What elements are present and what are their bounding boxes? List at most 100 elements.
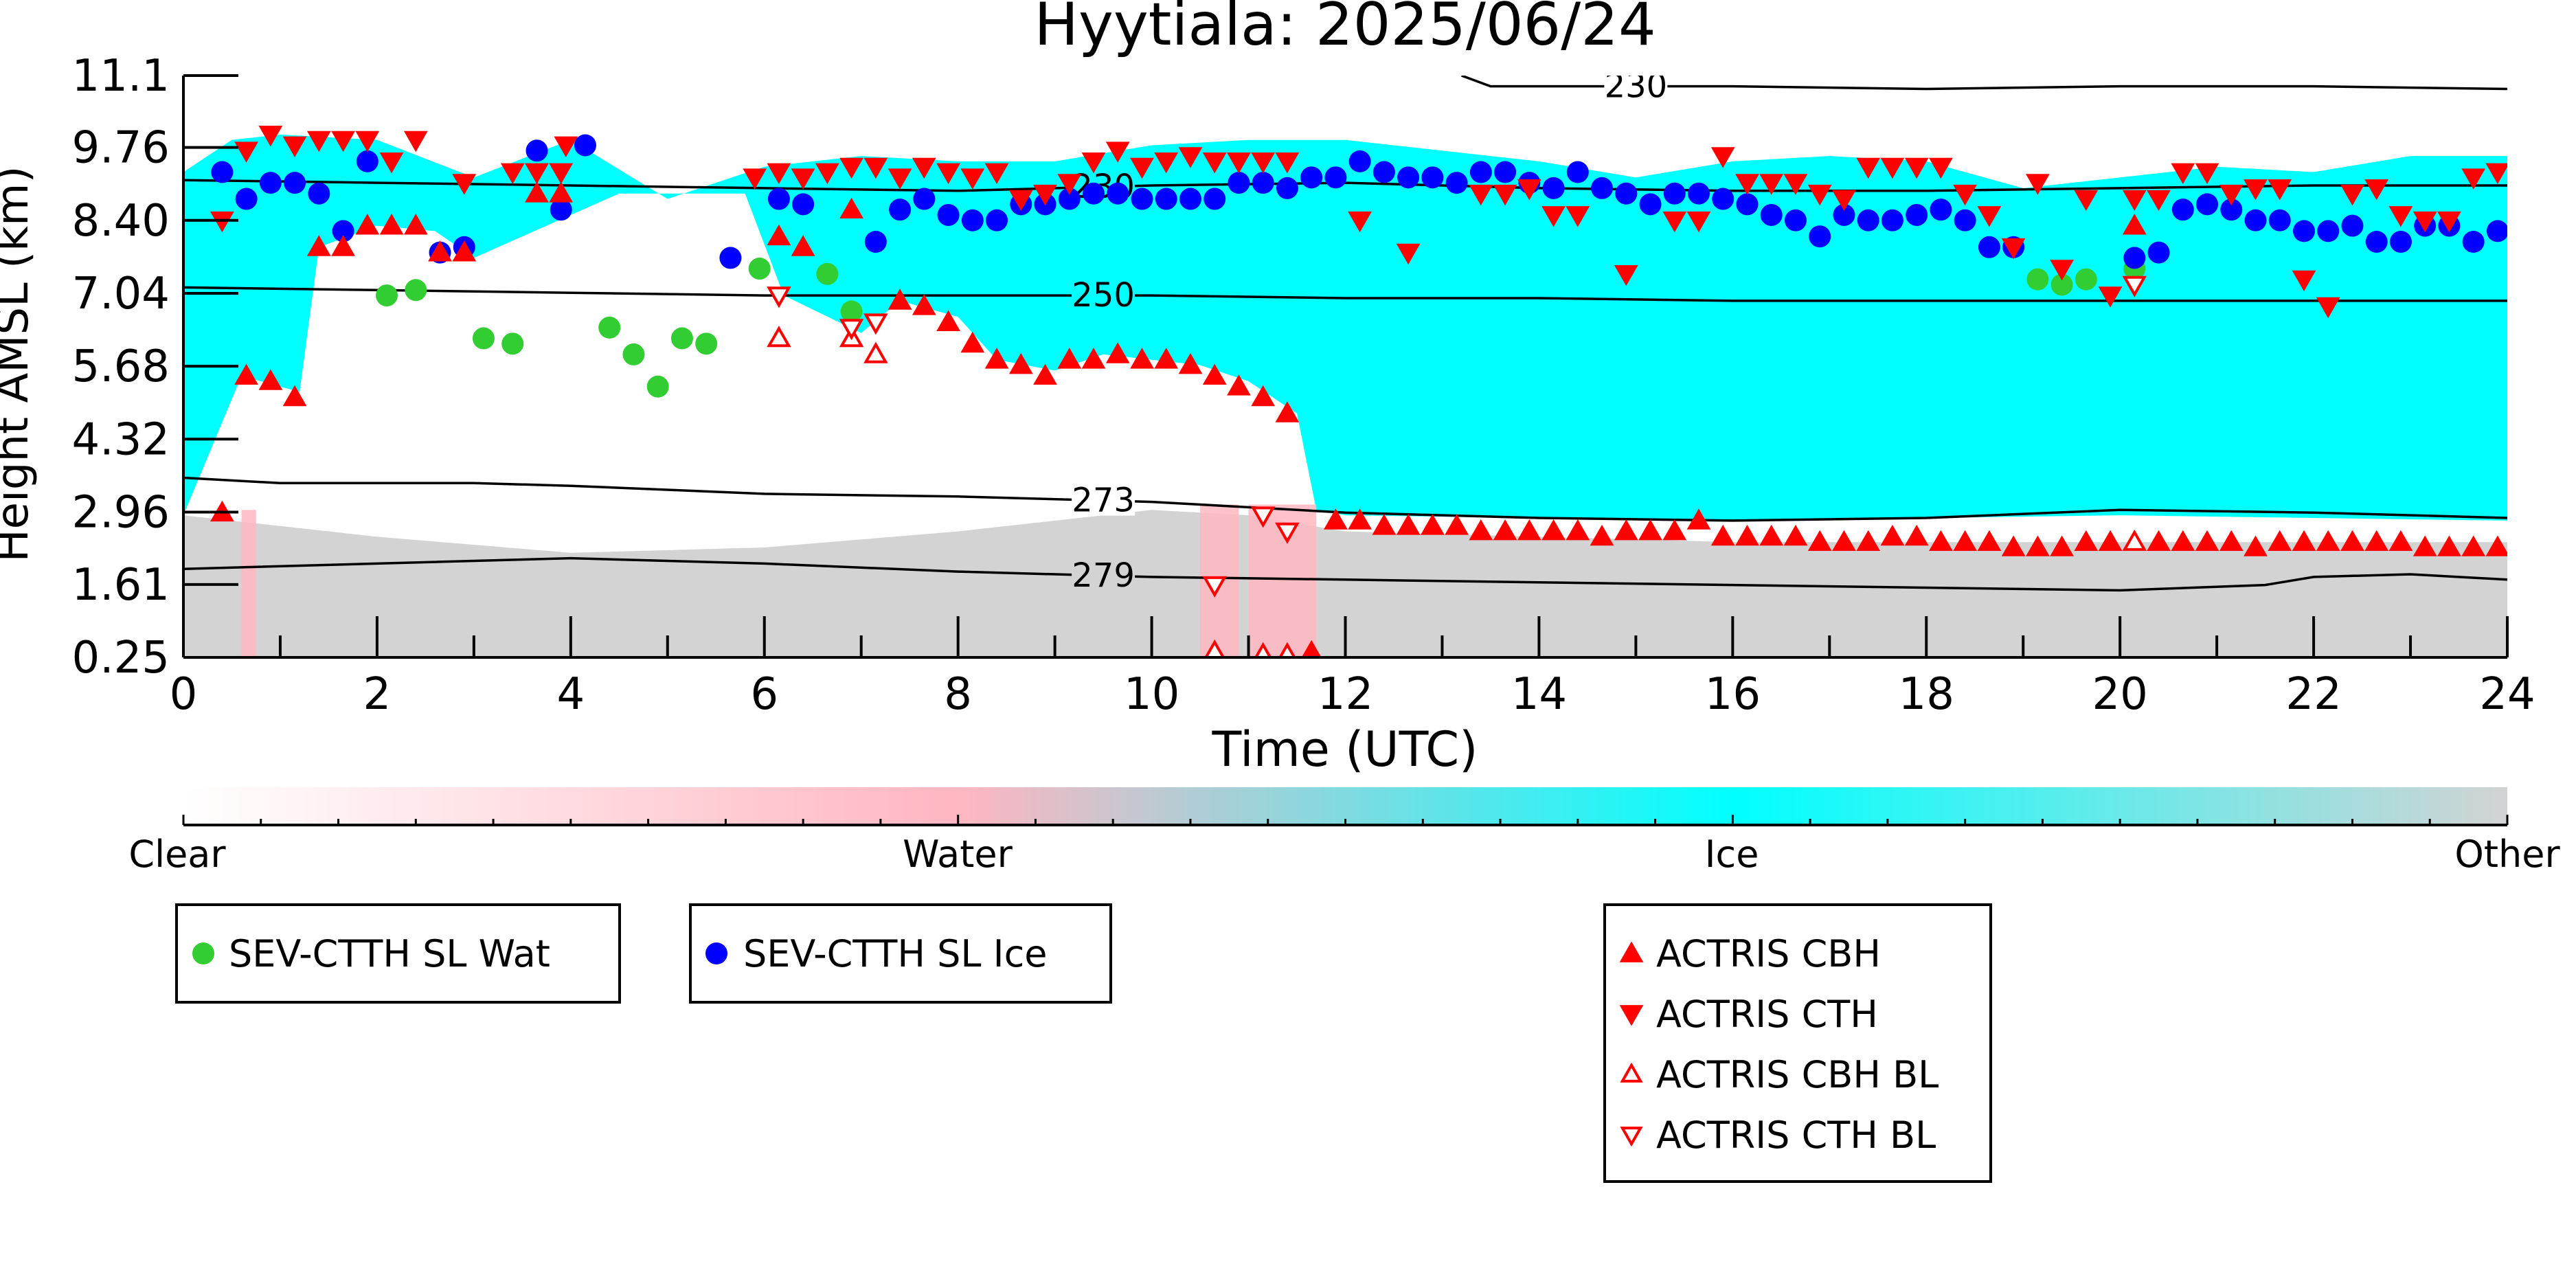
legend-water-marker [192, 942, 214, 964]
actris-cth-marker [2122, 190, 2147, 212]
sev-ctth-sl-ice-marker [2462, 231, 2485, 253]
actris-cbh-marker [1807, 530, 1832, 551]
actris-cbh-marker [1105, 342, 1130, 363]
actris-cth-marker [960, 168, 985, 190]
legend-cbh-bl-label: ACTRIS CBH BL [1656, 1053, 1939, 1096]
actris-cth-marker [306, 131, 331, 152]
y-tick-label: 8.40 [72, 196, 170, 247]
actris-cbh-marker [2292, 530, 2316, 551]
actris-cth-marker [1759, 174, 1784, 195]
actris-cbh-marker [1081, 348, 1106, 369]
isotherm-label: 230 [1605, 67, 1668, 106]
actris-cth-marker [1227, 152, 1251, 174]
isotherm-label: 273 [1072, 482, 1135, 520]
sev-ctth-sl-ice-marker [1881, 209, 1903, 231]
sev-ctth-sl-ice-marker [1906, 203, 1928, 226]
sev-ctth-sl-ice-marker [1300, 166, 1323, 189]
y-tick-label: 4.32 [72, 414, 170, 465]
actris-cbh-marker [1904, 524, 1929, 546]
sev-ctth-sl-wat-marker [501, 332, 524, 355]
actris-cbh-marker [1251, 385, 1276, 407]
x-tick-label: 24 [2479, 669, 2535, 720]
actris-cth-marker [2268, 179, 2292, 201]
actris-cbh-marker [1686, 508, 1711, 530]
legend-actris: ACTRIS CBH ACTRIS CTH ACTRIS CBH BL ACTR… [1603, 903, 1992, 1183]
sev-ctth-sl-wat-marker [622, 343, 645, 365]
actris-cbh-marker [1662, 519, 1687, 541]
x-tick-label: 20 [2092, 669, 2147, 720]
actris-cbh-marker [1566, 519, 1590, 541]
legend-water-label: SEV-CTTH SL Wat [229, 932, 550, 975]
sev-ctth-sl-ice-marker [1348, 150, 1371, 172]
legend-ice: SEV-CTTH SL Ice [689, 903, 1112, 1004]
actris-cbh-marker [1759, 524, 1784, 546]
actris-cbh-marker [2244, 535, 2268, 556]
sev-ctth-sl-ice-marker [2341, 214, 2364, 237]
sev-ctth-sl-ice-marker [1615, 182, 1638, 205]
x-tick-label: 8 [944, 669, 972, 720]
actris-cth-marker [549, 163, 574, 185]
actris-cbh-marker [839, 197, 863, 218]
actris-cth-marker [2364, 179, 2389, 201]
actris-cth-marker [1614, 265, 1638, 286]
sev-ctth-sl-ice-marker [2365, 231, 2388, 253]
colorbar-gradient [183, 787, 2507, 825]
legend-cbh-label: ACTRIS CBH [1656, 932, 1881, 975]
actris-cbh-bl-marker [1278, 642, 1296, 657]
actris-cth-marker [888, 168, 912, 190]
sev-ctth-sl-wat-marker [2050, 273, 2073, 296]
colorbar: Clear Water Ice Other [128, 787, 2560, 876]
sev-ctth-sl-ice-marker [937, 203, 960, 226]
isotherm-line [183, 556, 2507, 592]
y-axis-label: Height AMSL (km) [0, 166, 38, 563]
sev-ctth-sl-wat-marker [2026, 268, 2049, 291]
actris-cth-marker [1493, 184, 1517, 206]
sev-ctth-sl-ice-marker [1445, 172, 1468, 194]
sev-ctth-sl-ice-marker [2389, 231, 2412, 253]
actris-cbh-marker [1977, 530, 2002, 551]
actris-cbh-marker [282, 385, 307, 407]
sev-ctth-sl-ice-marker [284, 172, 306, 194]
colorbar-label-other: Other [2454, 833, 2560, 876]
actris-cbh-marker [1275, 401, 1300, 422]
actris-cbh-marker [960, 331, 985, 353]
actris-cth-marker [1832, 190, 1856, 212]
actris-cth-marker [1541, 206, 1566, 227]
actris-cth-marker [863, 157, 888, 179]
data-markers [210, 126, 2507, 657]
actris-cth-marker [500, 163, 525, 185]
sev-ctth-sl-ice-marker [1324, 166, 1347, 189]
actris-cth-marker [1251, 152, 1276, 174]
actris-cth-marker [2461, 168, 2486, 190]
actris-cth-marker [1880, 157, 1905, 179]
actris-cth-marker [936, 163, 960, 185]
actris-cbh-marker [1324, 508, 1348, 530]
actris-cth-marker [2219, 184, 2244, 206]
colorbar-label-ice: Ice [1705, 833, 1759, 876]
x-tick-label: 2 [363, 669, 392, 720]
sev-ctth-sl-wat-marker [748, 258, 771, 280]
actris-cth-marker [2413, 211, 2437, 233]
sev-ctth-sl-wat-marker [840, 300, 863, 323]
actris-cbh-marker [1227, 374, 1251, 396]
actris-cbh-marker [306, 235, 331, 256]
actris-cth-marker [984, 163, 1009, 185]
sev-ctth-sl-ice-marker [1930, 199, 1952, 221]
sev-ctth-sl-ice-marker [1760, 203, 1783, 226]
x-tick-label: 16 [1705, 669, 1761, 720]
actris-cbh-marker [984, 348, 1009, 369]
legend-ice-label: SEV-CTTH SL Ice [743, 932, 1048, 975]
sev-ctth-sl-ice-marker [550, 199, 572, 221]
sev-ctth-sl-ice-marker [1276, 177, 1298, 199]
actris-cbh-marker [1202, 363, 1227, 385]
sev-ctth-sl-ice-marker [235, 188, 258, 210]
actris-cbh-marker [2171, 530, 2195, 551]
actris-cth-marker [1275, 152, 1300, 174]
sev-ctth-sl-ice-marker [1469, 161, 1492, 183]
actris-cth-marker [1566, 206, 1590, 227]
x-tick-label: 18 [1899, 669, 1954, 720]
isotherm-label-bg [1072, 560, 1136, 591]
actris-cbh-marker [1130, 348, 1154, 369]
actris-cbh-marker [2219, 530, 2244, 551]
sev-ctth-sl-ice-marker [719, 247, 742, 269]
